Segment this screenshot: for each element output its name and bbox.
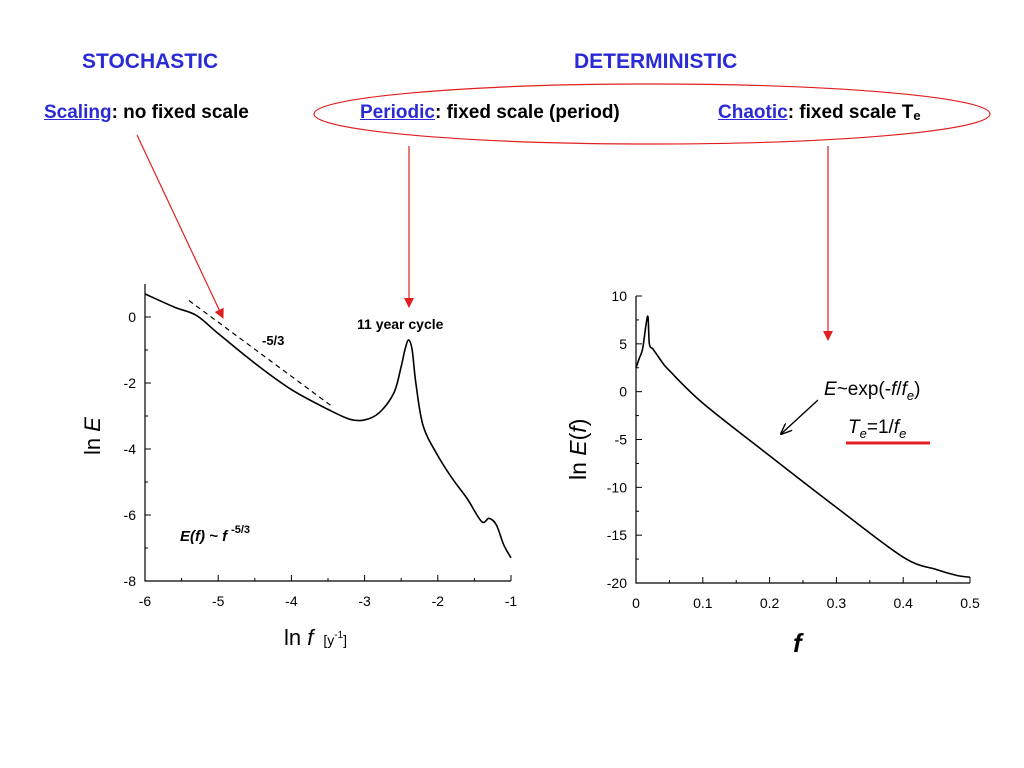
heading-deterministic: DETERMINISTIC bbox=[574, 50, 738, 73]
series-line-exp-spectrum bbox=[635, 315, 971, 579]
category-scaling: Scaling: no fixed scale bbox=[44, 102, 249, 124]
formula-text: E(f) ~ f bbox=[180, 528, 229, 545]
y-tick-label: -4 bbox=[124, 441, 137, 457]
chaotic-term: Chaotic bbox=[718, 102, 788, 123]
y-tick-label: 0 bbox=[128, 309, 136, 325]
y-axis-label: ln E bbox=[80, 417, 105, 455]
x-tick-label: 0.4 bbox=[893, 595, 913, 611]
x-tick-label: -1 bbox=[505, 593, 518, 609]
chart-right-yticklabels: -20 -15 -10 -5 0 5 10 bbox=[607, 288, 627, 591]
y-tick-label: -10 bbox=[607, 479, 627, 495]
y-tick-label: -15 bbox=[607, 527, 627, 543]
x-tick-label: -3 bbox=[358, 593, 371, 609]
x-tick-label: 0.1 bbox=[693, 595, 713, 611]
x-axis-label: ln f [y-1] bbox=[284, 625, 347, 650]
chaotic-sub: e bbox=[913, 108, 921, 123]
chart-right-xticklabels: 0 0.1 0.2 0.3 0.4 0.5 bbox=[632, 595, 980, 611]
scaling-term: Scaling bbox=[44, 102, 112, 123]
chart-right: 0 0.1 0.2 0.3 0.4 0.5 -20 -15 -10 -5 0 5 10 E~exp(-… bbox=[565, 288, 980, 658]
x-tick-label: 0.5 bbox=[960, 595, 980, 611]
category-periodic: Periodic: fixed scale (period) bbox=[360, 102, 620, 124]
slope-label: -5/3 bbox=[262, 333, 284, 348]
y-tick-label: -20 bbox=[607, 575, 627, 591]
peak-annotation: 11 year cycle bbox=[357, 316, 444, 332]
y-tick-label: 10 bbox=[611, 288, 627, 304]
y-tick-label: -2 bbox=[124, 375, 137, 391]
chart-left: -6 -5 -4 -3 -2 -1 -8-6-4-20 -5/3 11 year cycl… bbox=[80, 284, 517, 650]
chaotic-desc: : fixed scale T bbox=[787, 102, 914, 123]
arrow-scaling bbox=[136, 134, 224, 319]
y-tick-label: -8 bbox=[124, 573, 137, 589]
chart-right-ticks bbox=[635, 295, 971, 584]
periodic-term: Periodic bbox=[360, 102, 435, 123]
y-tick-label: 0 bbox=[619, 384, 627, 400]
x-tick-label: 0.2 bbox=[760, 595, 780, 611]
periodic-desc: : fixed scale (period) bbox=[434, 102, 620, 123]
exp-formula-annotation: E~exp(-f/fe) bbox=[824, 379, 920, 403]
chart-left-xticklabels: -6 -5 -4 -3 -2 -1 bbox=[139, 593, 518, 609]
x-tick-label: -2 bbox=[432, 593, 445, 609]
chart-right-axes bbox=[635, 296, 970, 584]
te-formula-annotation: Te=1/fe bbox=[848, 417, 906, 441]
x-axis-label-f: f bbox=[793, 628, 804, 658]
x-tick-label: -5 bbox=[212, 593, 225, 609]
deterministic-ellipse bbox=[313, 83, 991, 145]
formula-annotation: E(f) ~ f -5/3 bbox=[180, 524, 250, 545]
y-tick-label: -6 bbox=[124, 507, 137, 523]
chart-left-yticklabels: -8 -6 -4 -2 0 bbox=[124, 309, 137, 589]
x-tick-label: -4 bbox=[285, 593, 298, 609]
x-tick-label: 0 bbox=[632, 595, 640, 611]
x-tick-label: 0.3 bbox=[827, 595, 847, 611]
scaling-desc: : no fixed scale bbox=[111, 102, 249, 123]
y-tick-label: -5 bbox=[615, 432, 628, 448]
x-tick-label: -6 bbox=[139, 593, 152, 609]
reference-dashed-line bbox=[188, 300, 333, 407]
series-line-spectrum bbox=[144, 293, 512, 559]
y-axis-label-lnEf: ln E(f) bbox=[565, 419, 591, 480]
category-chaotic: Chaotic: fixed scale Te bbox=[718, 102, 921, 124]
formula-exponent: -5/3 bbox=[231, 524, 250, 536]
heading-stochastic: STOCHASTIC bbox=[82, 50, 219, 73]
chart-left-axes bbox=[144, 284, 511, 582]
y-tick-label: 5 bbox=[619, 336, 627, 352]
formula-pointer-arrow bbox=[781, 399, 819, 434]
